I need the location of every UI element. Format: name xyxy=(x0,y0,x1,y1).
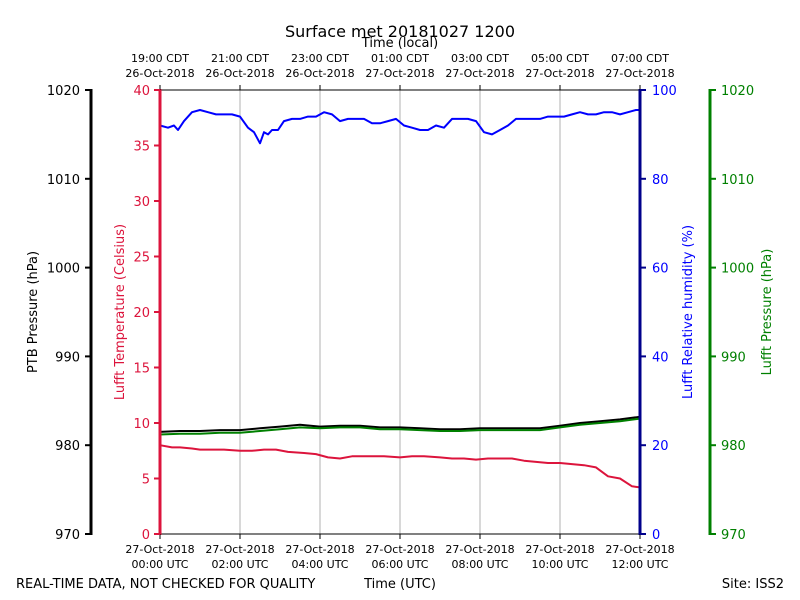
top-time-tick-label: 19:00 CDT xyxy=(131,52,189,65)
bottom-time-tick-label: 02:00 UTC xyxy=(211,558,268,571)
bottom-time-tick-label: 08:00 UTC xyxy=(451,558,508,571)
humidity-tick-label: 60 xyxy=(652,262,669,277)
bottom-date-tick-label: 27-Oct-2018 xyxy=(125,543,194,556)
bottom-time-tick-label: 04:00 UTC xyxy=(291,558,348,571)
top-date-tick-label: 27-Oct-2018 xyxy=(605,67,674,80)
bottom-date-tick-label: 27-Oct-2018 xyxy=(205,543,274,556)
humidity-tick-label: 100 xyxy=(652,84,677,99)
lufft-pressure-tick-label: 990 xyxy=(721,350,746,365)
lufft-pressure-tick-label: 980 xyxy=(721,439,746,454)
bottom-date-tick-label: 27-Oct-2018 xyxy=(525,543,594,556)
temperature-tick-label: 15 xyxy=(133,362,150,377)
top-time-tick-label: 07:00 CDT xyxy=(611,52,669,65)
bottom-time-tick-label: 12:00 UTC xyxy=(611,558,668,571)
bottom-time-tick-label: 10:00 UTC xyxy=(531,558,588,571)
lufft-pressure-tick-label: 1020 xyxy=(721,84,754,99)
ptb-pressure-tick-label: 990 xyxy=(55,350,80,365)
humidity-tick-label: 40 xyxy=(652,350,669,365)
humidity-tick-label: 80 xyxy=(652,173,669,188)
axis-ticks: 19:00 CDT 26-Oct-2018 21:00 CDT 26-Oct-2018… xyxy=(47,52,754,571)
ptb-pressure-tick-label: 1000 xyxy=(47,262,80,277)
plot-series xyxy=(159,109,641,489)
ptb-pressure-tick-label: 1020 xyxy=(47,84,80,99)
humidity-series-line xyxy=(159,109,640,145)
temperature-tick-label: 5 xyxy=(142,473,150,488)
top-date-tick-label: 26-Oct-2018 xyxy=(125,67,194,80)
lufft-pressure-tick-label: 970 xyxy=(721,528,746,543)
top-date-tick-label: 26-Oct-2018 xyxy=(205,67,274,80)
temperature-axis-label: Lufft Temperature (Celsius) xyxy=(113,224,128,400)
temperature-tick-label: 35 xyxy=(133,140,150,155)
top-date-tick-label: 26-Oct-2018 xyxy=(285,67,354,80)
top-time-tick-label: 23:00 CDT xyxy=(291,52,349,65)
temperature-tick-label: 20 xyxy=(133,306,150,321)
top-date-tick-label: 27-Oct-2018 xyxy=(445,67,514,80)
temperature-series-line xyxy=(159,444,641,489)
bottom-time-tick-label: 00:00 UTC xyxy=(131,558,188,571)
ptb-pressure-tick-label: 980 xyxy=(55,439,80,454)
temperature-tick-label: 25 xyxy=(133,251,150,266)
x-axis-label-top: Time (local) xyxy=(361,36,438,51)
temperature-tick-label: 0 xyxy=(142,528,150,543)
lufft-pressure-series-line xyxy=(159,417,641,436)
ptb-pressure-axis-label: PTB Pressure (hPa) xyxy=(26,251,41,373)
bottom-date-tick-label: 27-Oct-2018 xyxy=(365,543,434,556)
humidity-tick-label: 0 xyxy=(652,528,660,543)
grid-lines xyxy=(239,90,561,534)
ptb-pressure-tick-label: 970 xyxy=(55,528,80,543)
bottom-date-tick-label: 27-Oct-2018 xyxy=(445,543,514,556)
humidity-axis-label: Lufft Relative humidity (%) xyxy=(681,225,696,399)
temperature-tick-label: 40 xyxy=(133,84,150,99)
top-date-tick-label: 27-Oct-2018 xyxy=(365,67,434,80)
lufft-pressure-axis-label: Lufft Pressure (hPa) xyxy=(760,249,775,376)
lufft-pressure-tick-label: 1000 xyxy=(721,262,754,277)
site-footer: Site: ISS2 xyxy=(722,577,784,592)
ptb-pressure-series-line xyxy=(159,415,641,433)
x-axis-label-bottom: Time (UTC) xyxy=(363,577,436,592)
top-time-tick-label: 01:00 CDT xyxy=(371,52,429,65)
top-time-tick-label: 05:00 CDT xyxy=(531,52,589,65)
bottom-date-tick-label: 27-Oct-2018 xyxy=(605,543,674,556)
top-date-tick-label: 27-Oct-2018 xyxy=(525,67,594,80)
temperature-tick-label: 30 xyxy=(133,195,150,210)
ptb-pressure-tick-label: 1010 xyxy=(47,173,80,188)
bottom-date-tick-label: 27-Oct-2018 xyxy=(285,543,354,556)
temperature-tick-label: 10 xyxy=(133,417,150,432)
top-time-tick-label: 03:00 CDT xyxy=(451,52,509,65)
quality-footer: REAL-TIME DATA, NOT CHECKED FOR QUALITY xyxy=(16,577,315,592)
lufft-pressure-tick-label: 1010 xyxy=(721,173,754,188)
bottom-time-tick-label: 06:00 UTC xyxy=(371,558,428,571)
chart-title: Surface met 20181027 1200 xyxy=(285,22,515,41)
humidity-tick-label: 20 xyxy=(652,439,669,454)
top-time-tick-label: 21:00 CDT xyxy=(211,52,269,65)
